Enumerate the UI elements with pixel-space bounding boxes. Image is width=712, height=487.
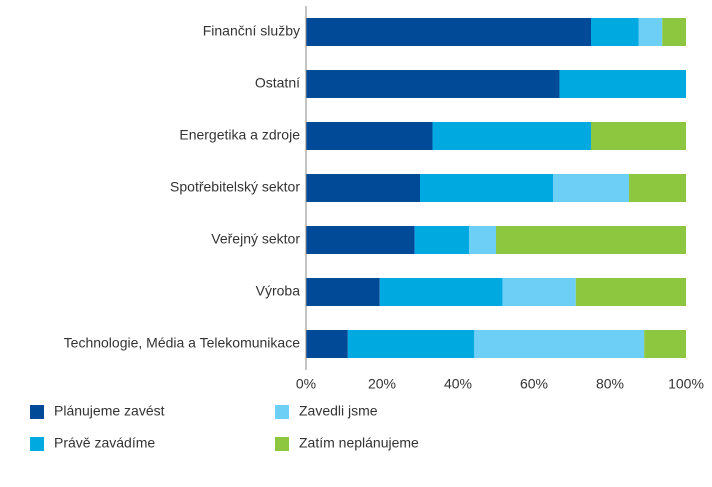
bar-segment xyxy=(553,174,629,202)
bar-segment xyxy=(591,18,639,46)
x-tick-label: 80% xyxy=(596,376,624,392)
bar-segment xyxy=(559,70,686,98)
legend-swatch xyxy=(275,437,289,451)
y-tick-label: Finanční služby xyxy=(203,23,300,39)
bar-segment xyxy=(502,278,576,306)
bar-segment xyxy=(629,174,686,202)
bar-segment xyxy=(644,330,686,358)
legend-label: Plánujeme zavést xyxy=(54,403,165,419)
bar-segment xyxy=(432,122,591,150)
bar-segment xyxy=(306,70,560,98)
bar-segment xyxy=(469,226,496,254)
bar-segment xyxy=(420,174,553,202)
bar-segment xyxy=(575,278,686,306)
bar-segment xyxy=(306,174,420,202)
x-tick-label: 100% xyxy=(668,376,704,392)
bar-segment xyxy=(379,278,503,306)
bar-segment xyxy=(638,18,663,46)
bar-segment xyxy=(306,122,433,150)
legend-label: Právě zavádíme xyxy=(54,435,155,451)
x-tick-label: 60% xyxy=(520,376,548,392)
bar-segment xyxy=(347,330,475,358)
bar-segment xyxy=(414,226,470,254)
bar-segment xyxy=(306,18,591,46)
x-tick-label: 20% xyxy=(368,376,396,392)
y-tick-label: Výroba xyxy=(256,283,301,299)
bar-segment xyxy=(306,330,348,358)
y-tick-label: Technologie, Média a Telekomunikace xyxy=(64,335,301,351)
x-tick-label: 0% xyxy=(296,376,316,392)
bar-segment xyxy=(591,122,686,150)
bar-segment xyxy=(496,226,686,254)
y-tick-label: Veřejný sektor xyxy=(211,231,300,247)
legend-swatch xyxy=(30,405,44,419)
y-tick-label: Energetika a zdroje xyxy=(179,127,300,143)
legend-label: Zavedli jsme xyxy=(299,403,378,419)
y-tick-label: Ostatní xyxy=(255,75,300,91)
bar-segment xyxy=(662,18,686,46)
x-tick-label: 40% xyxy=(444,376,472,392)
bar-segment xyxy=(306,226,415,254)
legend-swatch xyxy=(30,437,44,451)
bar-segment xyxy=(474,330,645,358)
y-tick-label: Spotřebitelský sektor xyxy=(170,179,300,195)
legend-swatch xyxy=(275,405,289,419)
legend-label: Zatím neplánujeme xyxy=(299,435,419,451)
bar-segment xyxy=(306,278,380,306)
